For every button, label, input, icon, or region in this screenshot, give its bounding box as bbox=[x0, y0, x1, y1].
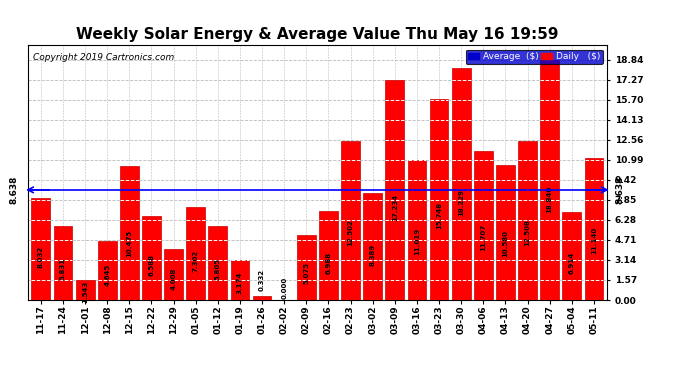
Text: 6.588: 6.588 bbox=[148, 254, 155, 276]
Bar bbox=[54, 226, 72, 300]
Text: 5.805: 5.805 bbox=[215, 258, 221, 280]
Bar bbox=[76, 280, 95, 300]
Bar bbox=[364, 193, 382, 300]
Text: 3.174: 3.174 bbox=[237, 272, 243, 294]
Text: 8.032: 8.032 bbox=[38, 246, 44, 268]
Bar bbox=[142, 216, 161, 300]
Bar bbox=[540, 60, 559, 300]
Bar bbox=[341, 141, 360, 300]
Text: Copyright 2019 Cartronics.com: Copyright 2019 Cartronics.com bbox=[33, 53, 175, 62]
Bar bbox=[386, 80, 404, 300]
Text: 6.988: 6.988 bbox=[326, 252, 331, 274]
Text: 8.638: 8.638 bbox=[616, 176, 625, 204]
Bar bbox=[120, 166, 139, 300]
Text: 15.748: 15.748 bbox=[436, 202, 442, 229]
Bar bbox=[562, 212, 581, 300]
Text: 18.229: 18.229 bbox=[458, 189, 464, 216]
Text: 11.707: 11.707 bbox=[480, 224, 486, 251]
Legend: Average  ($), Daily   ($): Average ($), Daily ($) bbox=[466, 50, 602, 64]
Text: 0.332: 0.332 bbox=[259, 268, 265, 291]
Text: 4.645: 4.645 bbox=[104, 264, 110, 286]
Text: 11.019: 11.019 bbox=[414, 227, 420, 255]
Text: 0.000: 0.000 bbox=[282, 276, 287, 299]
Text: 1.543: 1.543 bbox=[82, 280, 88, 303]
Text: 12.502: 12.502 bbox=[348, 220, 353, 246]
Text: 18.840: 18.840 bbox=[546, 186, 553, 213]
Bar bbox=[208, 226, 227, 300]
Text: 11.140: 11.140 bbox=[591, 227, 597, 254]
Bar bbox=[253, 296, 271, 300]
Text: 7.302: 7.302 bbox=[193, 250, 199, 272]
Bar bbox=[297, 235, 316, 300]
Text: 17.234: 17.234 bbox=[392, 194, 398, 221]
Text: 4.008: 4.008 bbox=[170, 267, 177, 290]
Bar bbox=[230, 260, 249, 300]
Bar bbox=[430, 99, 448, 300]
Bar bbox=[496, 165, 515, 300]
Text: 6.914: 6.914 bbox=[569, 252, 575, 274]
Bar bbox=[164, 249, 183, 300]
Text: 5.075: 5.075 bbox=[304, 262, 309, 284]
Bar bbox=[319, 211, 338, 300]
Title: Weekly Solar Energy & Average Value Thu May 16 19:59: Weekly Solar Energy & Average Value Thu … bbox=[76, 27, 559, 42]
Bar bbox=[186, 207, 205, 300]
Text: 10.475: 10.475 bbox=[126, 230, 132, 258]
Text: 8.389: 8.389 bbox=[370, 244, 376, 266]
Bar bbox=[408, 159, 426, 300]
Bar bbox=[98, 241, 117, 300]
Text: 8.638: 8.638 bbox=[10, 176, 19, 204]
Text: 12.508: 12.508 bbox=[524, 220, 531, 246]
Text: 5.831: 5.831 bbox=[60, 258, 66, 280]
Bar bbox=[584, 158, 603, 300]
Bar bbox=[518, 141, 537, 300]
Text: 10.580: 10.580 bbox=[502, 230, 509, 257]
Bar bbox=[32, 198, 50, 300]
Bar bbox=[452, 68, 471, 300]
Bar bbox=[474, 151, 493, 300]
